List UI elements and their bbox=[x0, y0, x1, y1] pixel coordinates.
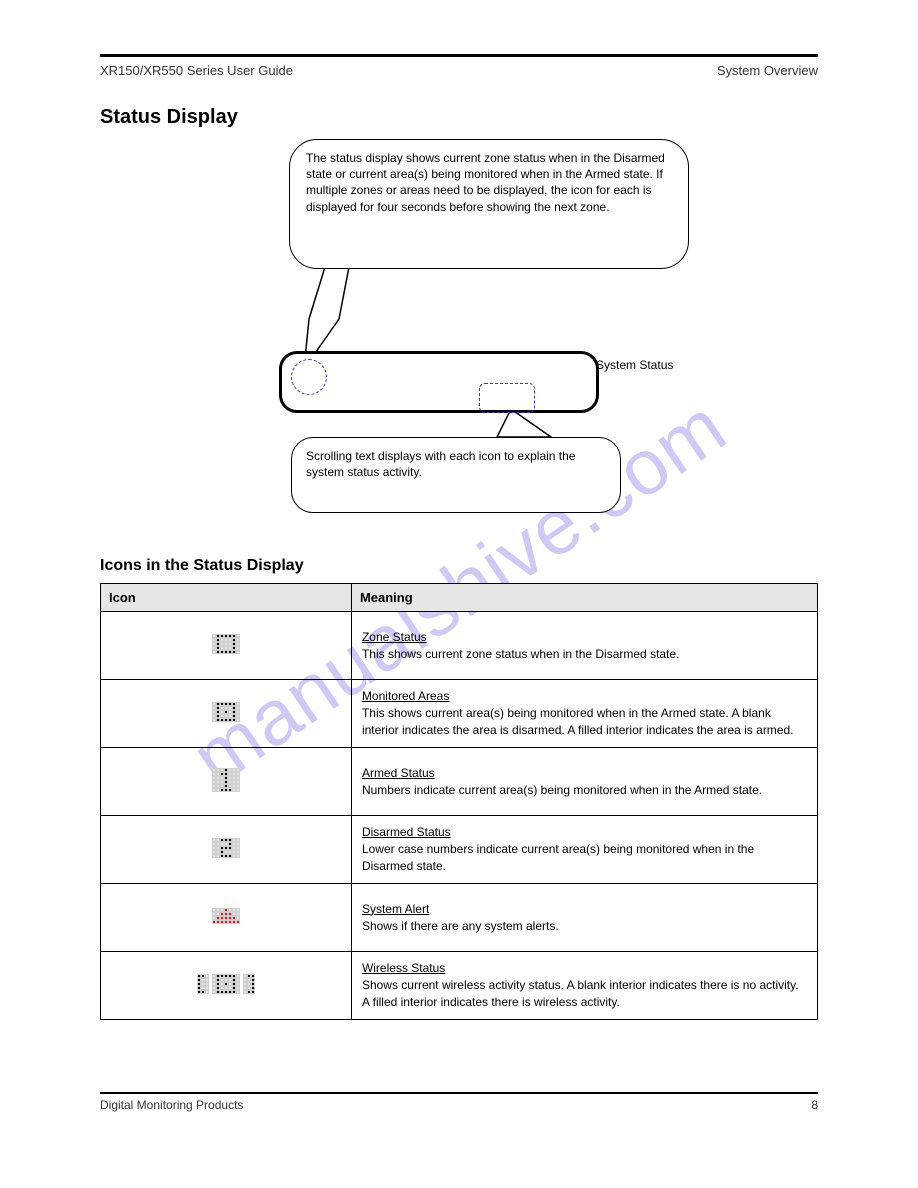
meaning-desc: Shows current wireless activity status. … bbox=[362, 978, 799, 1009]
device-label: System Status bbox=[596, 358, 680, 372]
meaning-cell: Monitored Areas This shows current area(… bbox=[351, 680, 817, 748]
square-filled-icon bbox=[212, 702, 240, 722]
th-meaning: Meaning bbox=[351, 584, 817, 612]
footer-page-number: 8 bbox=[811, 1098, 818, 1112]
table-row: Wireless Status Shows current wireless a… bbox=[101, 952, 818, 1020]
icons-table: Icon Meaning Zone Status This show bbox=[100, 583, 818, 1020]
table-row: Zone Status This shows current zone stat… bbox=[101, 612, 818, 680]
meaning-desc: This shows current area(s) being monitor… bbox=[362, 706, 794, 737]
header-right: System Overview bbox=[717, 63, 818, 78]
icon-cell bbox=[101, 816, 352, 884]
wireless-icon bbox=[197, 974, 256, 994]
icon-cell bbox=[101, 884, 352, 952]
icon-cell bbox=[101, 612, 352, 680]
header-left: XR150/XR550 Series User Guide bbox=[100, 63, 293, 78]
digit-two-icon bbox=[212, 838, 240, 858]
meaning-title: Zone Status bbox=[362, 630, 427, 644]
header-row: XR150/XR550 Series User Guide System Ove… bbox=[100, 61, 818, 78]
page: XR150/XR550 Series User Guide System Ove… bbox=[100, 54, 818, 1020]
meaning-cell: Disarmed Status Lower case numbers indic… bbox=[351, 816, 817, 884]
diagram-wrap: The status display shows current zone st… bbox=[100, 139, 818, 539]
footer: Digital Monitoring Products 8 bbox=[100, 1092, 818, 1112]
icon-cell bbox=[101, 952, 352, 1020]
digit-one-icon bbox=[212, 768, 240, 792]
dashed-circle-indicator bbox=[291, 359, 327, 395]
table-row: System Alert Shows if there are any syst… bbox=[101, 884, 818, 952]
device-outline: System Status bbox=[279, 351, 599, 413]
table-row: Disarmed Status Lower case numbers indic… bbox=[101, 816, 818, 884]
icon-cell bbox=[101, 680, 352, 748]
meaning-desc: Lower case numbers indicate current area… bbox=[362, 842, 754, 873]
meaning-desc: Shows if there are any system alerts. bbox=[362, 919, 559, 933]
meaning-desc: This shows current zone status when in t… bbox=[362, 647, 679, 661]
meaning-title: Monitored Areas bbox=[362, 689, 449, 703]
meaning-title: Armed Status bbox=[362, 766, 435, 780]
alert-icon bbox=[212, 908, 240, 924]
meaning-cell: Zone Status This shows current zone stat… bbox=[351, 612, 817, 680]
meaning-title: System Alert bbox=[362, 902, 429, 916]
meaning-cell: Armed Status Numbers indicate current ar… bbox=[351, 748, 817, 816]
footer-divider bbox=[100, 1092, 818, 1094]
meaning-desc: Numbers indicate current area(s) being m… bbox=[362, 783, 762, 797]
dashed-rect-indicator bbox=[479, 383, 535, 413]
meaning-title: Wireless Status bbox=[362, 961, 445, 975]
footer-row: Digital Monitoring Products 8 bbox=[100, 1098, 818, 1112]
small-callout: Scrolling text displays with each icon t… bbox=[291, 437, 621, 513]
icon-cell bbox=[101, 748, 352, 816]
th-icon: Icon bbox=[101, 584, 352, 612]
square-outline-icon bbox=[212, 634, 240, 654]
section-title: Status Display bbox=[100, 106, 818, 129]
meaning-cell: System Alert Shows if there are any syst… bbox=[351, 884, 817, 952]
big-callout: The status display shows current zone st… bbox=[289, 139, 689, 269]
table-row: Monitored Areas This shows current area(… bbox=[101, 680, 818, 748]
footer-left: Digital Monitoring Products bbox=[100, 1098, 243, 1112]
meaning-cell: Wireless Status Shows current wireless a… bbox=[351, 952, 817, 1020]
meaning-title: Disarmed Status bbox=[362, 825, 451, 839]
header-divider bbox=[100, 54, 818, 57]
diagram: The status display shows current zone st… bbox=[229, 139, 689, 539]
icons-heading: Icons in the Status Display bbox=[100, 557, 818, 575]
table-row: Armed Status Numbers indicate current ar… bbox=[101, 748, 818, 816]
